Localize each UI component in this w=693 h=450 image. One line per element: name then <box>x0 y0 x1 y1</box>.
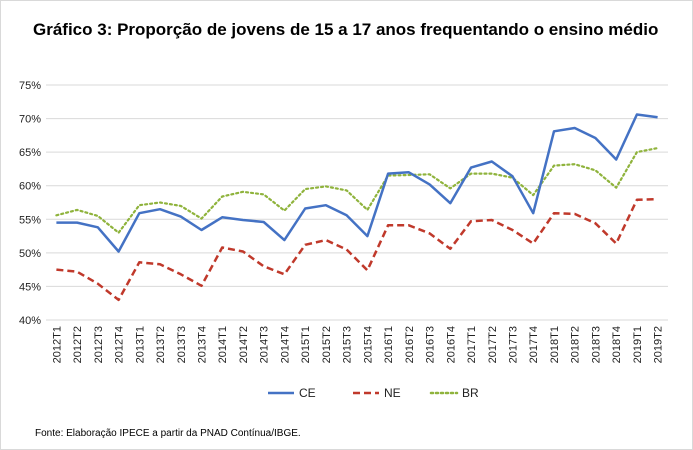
x-tick-label: 2014T3 <box>259 326 271 363</box>
x-tick-label: 2012T1 <box>51 326 63 363</box>
x-tick-label: 2017T4 <box>528 326 540 363</box>
y-tick-label: 65% <box>19 147 41 159</box>
x-tick-label: 2016T1 <box>383 326 395 363</box>
series-line-br <box>55 147 659 234</box>
series-line-ce <box>56 113 658 253</box>
x-tick-label: 2015T4 <box>362 326 374 363</box>
legend-label-ne: NE <box>384 386 401 400</box>
x-tick-label: 2012T2 <box>72 326 84 363</box>
x-tick-label: 2017T2 <box>487 326 499 363</box>
x-tick-label: 2015T3 <box>342 326 354 363</box>
series-line-ne <box>56 197 658 302</box>
chart-title: Gráfico 3: Proporção de jovens de 15 a 1… <box>33 20 659 39</box>
x-tick-label: 2014T4 <box>279 326 291 363</box>
x-tick-label: 2013T3 <box>176 326 188 363</box>
x-tick-label: 2018T1 <box>549 326 561 363</box>
x-tick-label: 2013T4 <box>197 326 209 363</box>
x-tick-label: 2018T3 <box>590 326 602 363</box>
x-tick-label: 2016T4 <box>445 326 457 363</box>
y-tick-label: 45% <box>19 281 41 293</box>
x-tick-label: 2015T1 <box>300 326 312 363</box>
y-tick-label: 75% <box>19 80 41 92</box>
legend-label-ce: CE <box>299 386 316 400</box>
x-tick-label: 2013T2 <box>155 326 167 363</box>
legend: CE NE BR <box>268 386 479 400</box>
x-tick-label: 2014T1 <box>217 326 229 363</box>
y-tick-label: 55% <box>19 214 41 226</box>
x-tick-label: 2019T1 <box>632 326 644 363</box>
x-tick-label: 2018T4 <box>611 326 623 363</box>
x-axis-ticks: 2012T1 2012T2 2012T3 2012T4 2013T1 2013T2 2013… <box>51 326 664 363</box>
x-tick-label: 2015T2 <box>321 326 333 363</box>
x-tick-label: 2016T2 <box>404 326 416 363</box>
source-note: Fonte: Elaboração IPECE a partir da PNAD… <box>35 428 301 439</box>
x-tick-label: 2016T3 <box>425 326 437 363</box>
x-tick-label: 2014T2 <box>238 326 250 363</box>
y-tick-label: 50% <box>19 248 41 260</box>
x-tick-label: 2019T2 <box>653 326 665 363</box>
gridlines <box>46 84 668 321</box>
x-tick-label: 2017T3 <box>508 326 520 363</box>
x-tick-label: 2012T3 <box>93 326 105 363</box>
y-tick-label: 60% <box>19 181 41 193</box>
y-tick-label: 40% <box>19 315 41 327</box>
x-tick-label: 2018T2 <box>570 326 582 363</box>
series-lines <box>55 113 659 302</box>
x-tick-label: 2012T4 <box>114 326 126 363</box>
x-tick-label: 2013T1 <box>134 326 146 363</box>
y-tick-label: 70% <box>19 114 41 126</box>
y-axis-ticks: 40% 45% 50% 55% 60% 65% 70% 75% <box>19 80 41 327</box>
x-tick-label: 2017T1 <box>466 326 478 363</box>
legend-label-br: BR <box>462 386 479 400</box>
